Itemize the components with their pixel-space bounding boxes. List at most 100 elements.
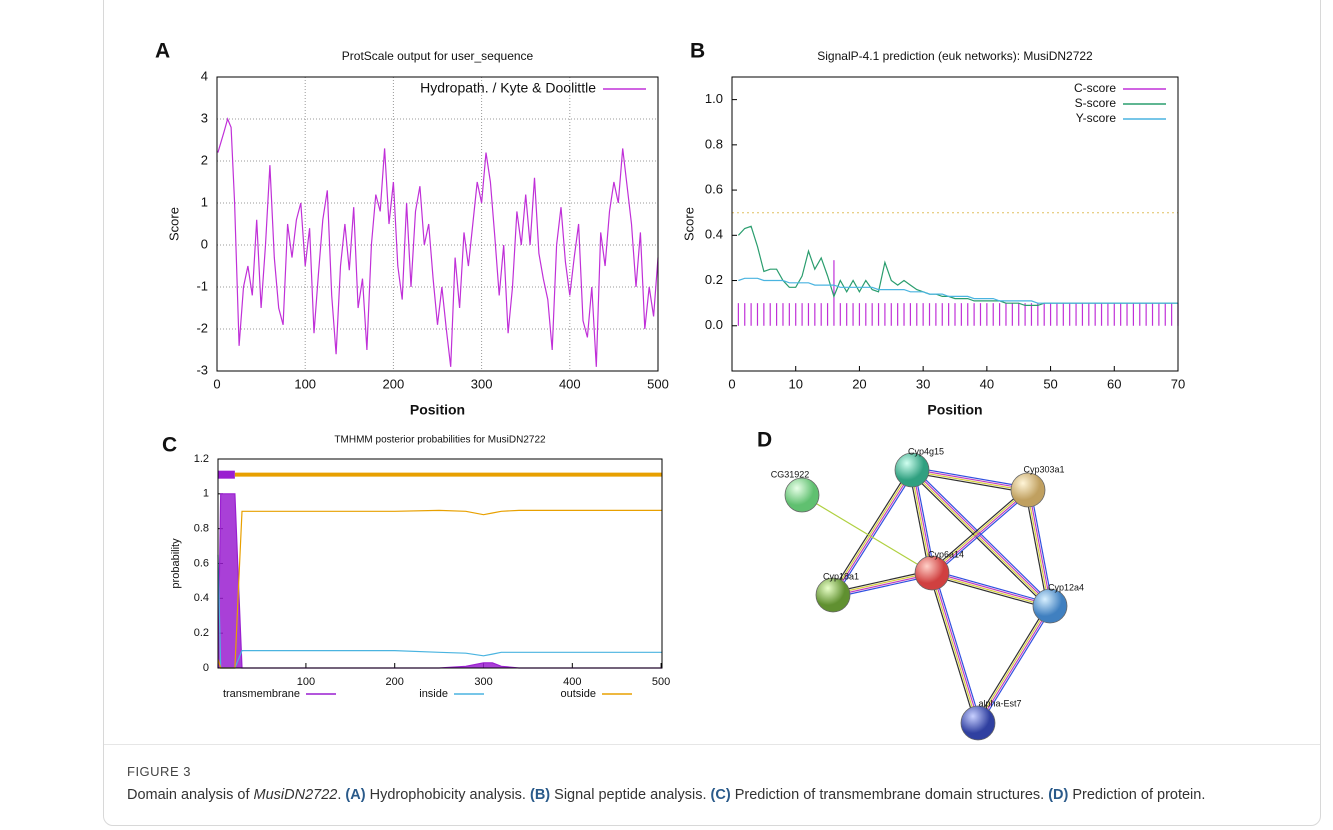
caption-part: (C) [710, 787, 731, 803]
y-tick-label: 1 [203, 488, 209, 500]
network-edge [932, 571, 1051, 606]
y-tick-label: 1.0 [705, 91, 723, 106]
network-edge [831, 469, 912, 595]
network-edge [830, 468, 911, 594]
network-edge [912, 468, 1029, 490]
network-node [784, 477, 820, 513]
network-edge [928, 573, 976, 724]
caption-part: Domain analysis of [127, 787, 254, 803]
y-tick-label: 1 [201, 194, 208, 209]
node-label: Cyp18a1 [823, 571, 859, 581]
y-tick-label: 0.8 [705, 136, 723, 151]
x-axis-label: Position [927, 402, 982, 418]
y-tick-label: 0.4 [705, 227, 723, 242]
node-label: CG31922 [771, 469, 810, 479]
node-label: Cyp303a1 [1023, 464, 1064, 474]
y-tick-label: 0 [203, 662, 209, 674]
network-edge [911, 472, 1028, 494]
network-edge [932, 572, 980, 723]
legend-label: outside [561, 688, 596, 700]
legend-label: Y-score [1076, 111, 1117, 125]
x-tick-label: 500 [652, 676, 670, 688]
x-tick-label: 60 [1107, 376, 1121, 391]
y-tick-label: -1 [196, 278, 208, 293]
caption: FIGURE 3 Domain analysis of MusiDN2722. … [127, 762, 1317, 805]
chart-title: TMHMM posterior probabilities for MusiDN… [334, 435, 546, 446]
figure: A ProtScale output for user_sequence -3 -2 -… [155, 40, 1185, 741]
x-tick-label: 400 [559, 376, 581, 391]
y-axis-label: Score [681, 207, 696, 241]
network-edge [912, 469, 934, 573]
caption-part: (D) [1048, 787, 1069, 803]
network-edge [976, 605, 1050, 723]
panel-letter: D [757, 429, 772, 452]
legend-label: Hydropath. / Kyte & Doolittle [420, 80, 596, 96]
caption-part: (A) [345, 787, 366, 803]
network-edge [979, 607, 1053, 725]
network-edge [1026, 490, 1050, 607]
network-edge [932, 569, 1051, 604]
x-tick-label: 300 [471, 376, 493, 391]
line [217, 554, 662, 669]
panel-letter: C [162, 434, 177, 457]
node-label: alpha-Est7 [978, 698, 1021, 708]
y-tick-label: 0.2 [705, 272, 723, 287]
network-node [914, 555, 950, 591]
y-tick-label: -3 [196, 362, 208, 377]
network-edge [912, 466, 1029, 488]
legend-label: S-score [1075, 96, 1117, 110]
network-node [1032, 588, 1068, 624]
caption-separator [104, 744, 1320, 745]
caption-part: MusiDN2722 [253, 787, 338, 803]
line [738, 277, 1178, 304]
x-tick-label: 200 [386, 676, 404, 688]
network-edge [931, 573, 1050, 608]
line [217, 509, 662, 669]
network-edge [910, 470, 932, 574]
x-tick-label: 20 [852, 376, 866, 391]
y-tick-label: 3 [201, 110, 208, 125]
x-tick-label: 400 [563, 676, 581, 688]
legend-label: C-score [1074, 81, 1116, 95]
topology-segment [218, 470, 235, 479]
network-edge [975, 604, 1049, 722]
network-node [815, 577, 851, 613]
panel-letter: A [155, 40, 170, 63]
y-tick-label: 0.8 [194, 523, 209, 535]
y-tick-label: 0.2 [194, 627, 209, 639]
network-node [1010, 472, 1046, 508]
network-edge [1030, 489, 1054, 606]
x-tick-label: 300 [474, 676, 492, 688]
network-edge [908, 470, 930, 574]
network-edge [978, 606, 1052, 724]
network-edge [929, 487, 1027, 572]
network-edge [801, 494, 933, 574]
network-edge [932, 490, 1029, 575]
y-axis-label: probability [170, 538, 182, 589]
caption-part: Prediction of transmembrane domain struc… [730, 787, 1049, 803]
node-label: Cyp4g15 [908, 446, 944, 456]
plot-frame [731, 76, 1179, 372]
y-tick-label: 4 [201, 68, 208, 83]
y-tick-label: -2 [196, 320, 208, 335]
caption-part: Prediction of protein. [1068, 787, 1206, 803]
network-edge [913, 467, 1053, 605]
x-tick-label: 10 [788, 376, 802, 391]
x-tick-label: 30 [916, 376, 930, 391]
y-tick-label: 2 [201, 152, 208, 167]
y-tick-label: 0.6 [705, 182, 723, 197]
legend-label: inside [419, 688, 448, 700]
network-edge [914, 469, 936, 573]
network-edge [931, 575, 1050, 610]
line [737, 225, 1178, 306]
x-tick-label: 100 [294, 376, 316, 391]
node-label: Cyp12a4 [1048, 582, 1084, 592]
legend-label: transmembrane [223, 688, 300, 700]
x-tick-label: 500 [647, 376, 669, 391]
x-tick-label: 0 [213, 376, 220, 391]
caption-part: Signal peptide analysis. [550, 787, 711, 803]
x-tick-label: 70 [1171, 376, 1185, 391]
plot-frame [216, 76, 659, 372]
y-tick-label: 1.2 [194, 453, 209, 465]
